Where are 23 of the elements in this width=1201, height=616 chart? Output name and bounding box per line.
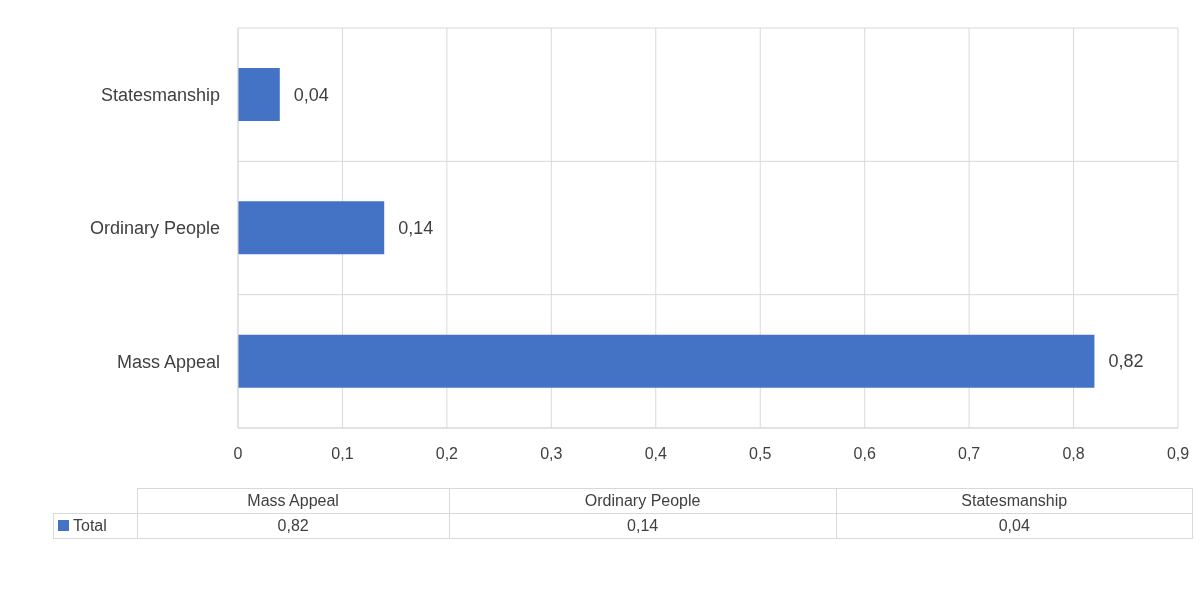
category-label: Mass Appeal	[247, 492, 339, 509]
y-tick-label: Ordinary People	[89, 218, 220, 239]
data-label: 0,14	[398, 217, 434, 238]
legend-label: Total	[53, 513, 137, 539]
y-tick-label: Mass Appeal	[116, 351, 220, 372]
x-tick-label: 0,6	[853, 445, 876, 463]
text: 0,14	[627, 517, 659, 534]
x-tick-label: 0	[233, 445, 243, 463]
data-label: 0,04	[293, 84, 329, 105]
x-tick-label: 0,8	[1062, 445, 1085, 463]
y-tick-label: Statesmanship	[100, 85, 220, 106]
text: 0,82	[277, 517, 309, 534]
data-label: 0,82	[1108, 351, 1144, 372]
category-label: Ordinary People	[584, 492, 701, 509]
x-tick-label: 0,5	[749, 445, 772, 463]
x-tick-label: 0,7	[957, 445, 981, 463]
x-tick-label: 0,1	[331, 445, 354, 463]
x-tick-label: 0,9	[1166, 445, 1190, 463]
text: 0,04	[998, 517, 1030, 534]
x-tick-label: 0,2	[435, 445, 459, 463]
x-tick-label: 0,4	[644, 445, 667, 463]
category-label: Statesmanship	[961, 492, 1068, 509]
x-tick-label: 0,3	[540, 445, 563, 463]
